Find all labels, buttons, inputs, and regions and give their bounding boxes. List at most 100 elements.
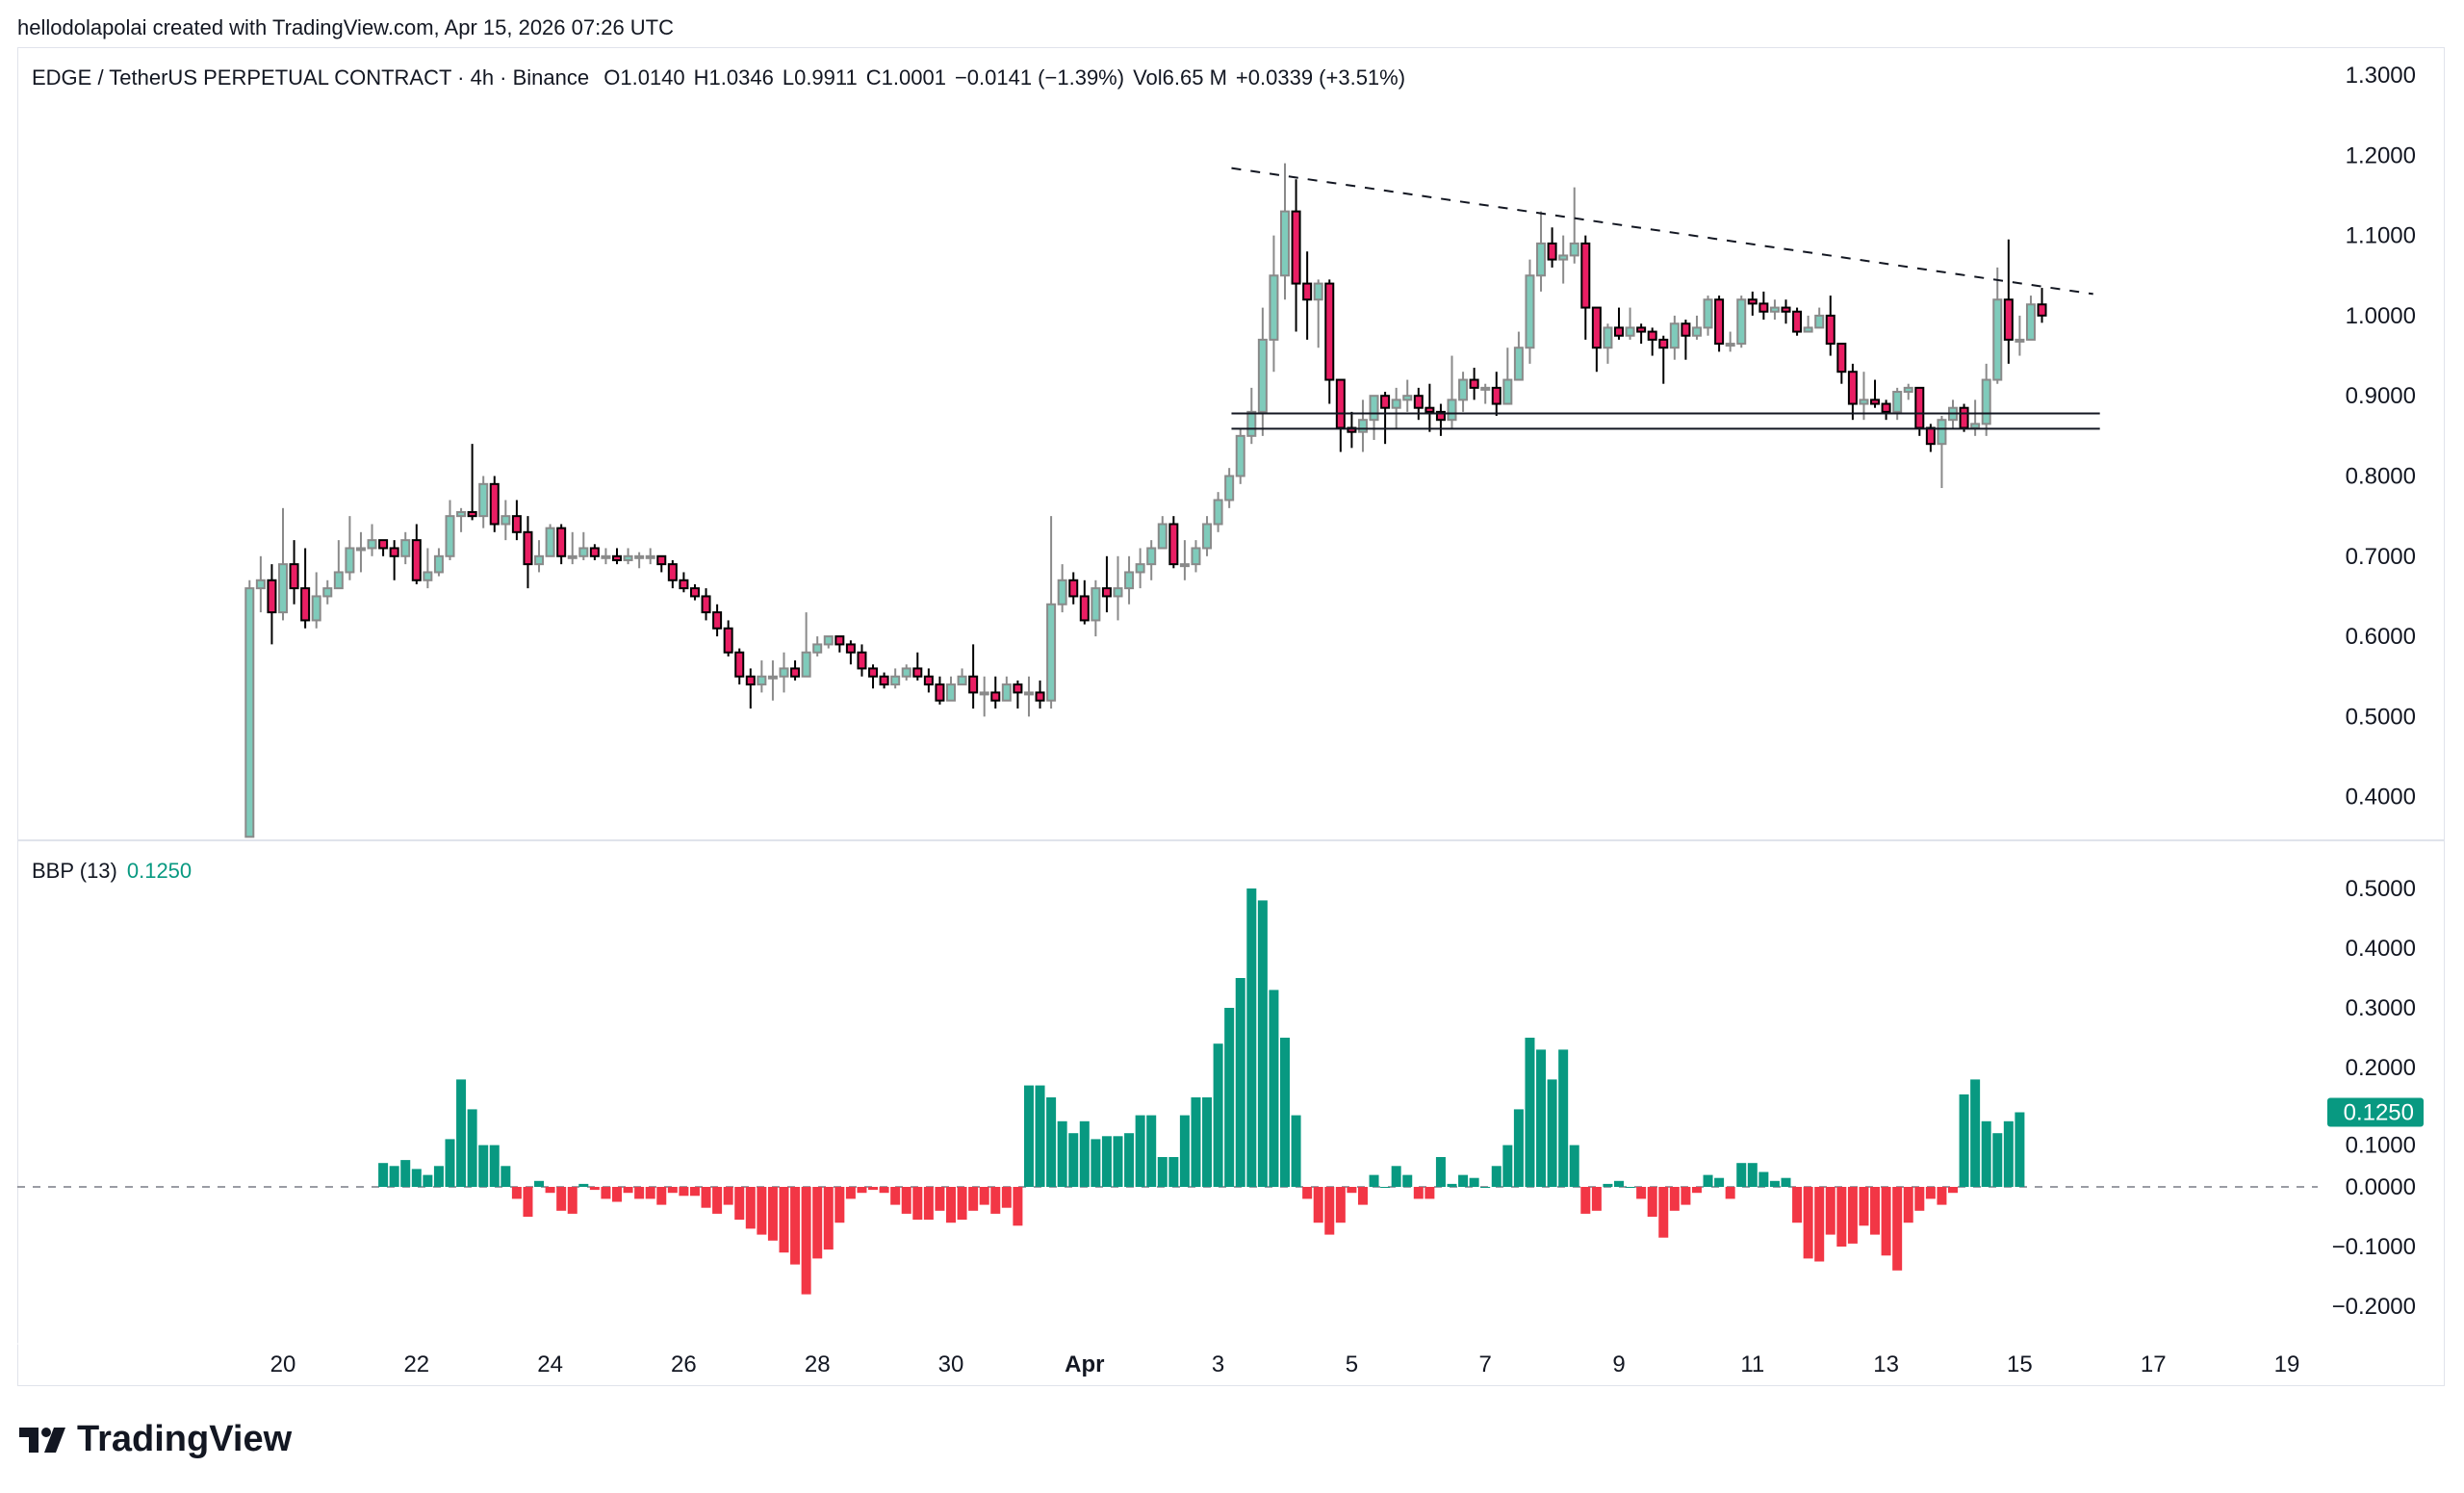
time-tick-label: 22 [403,1351,429,1377]
candle-down [1714,298,1725,346]
candle-up [1280,210,1290,277]
bbp-tick-label: 0.3000 [2346,995,2416,1021]
legend-close: C1.0001 [865,65,946,90]
candle-up [1536,242,1547,277]
time-tick-label: 28 [805,1351,831,1377]
bbp-bar-positive [389,1166,399,1187]
candle-down [389,547,399,557]
candle-down [857,651,867,670]
bbp-bar-positive [1614,1180,1624,1187]
legend-change: −0.0141 (−1.39%) [954,65,1125,90]
candle-down [1068,579,1079,598]
candle-down [1792,310,1803,333]
candle-up [1859,399,1869,405]
candle-up [478,482,489,518]
bbp-bar-positive [378,1163,389,1187]
candle-down [1035,691,1045,702]
candle-down [511,515,522,533]
bbp-bar-negative [1925,1187,1936,1199]
time-axis[interactable]: 20 22 24 26 28 30 Apr 3 5 7 9 11 13 15 17 19 [270,1351,2300,1377]
candle-down [912,667,923,678]
tradingview-logo[interactable]: TradingView [19,1419,292,1460]
candle-up [1157,523,1168,550]
indicator-legend[interactable]: BBP (13) 0.1250 [32,859,192,884]
bbp-bar-negative [1347,1187,1357,1194]
bbp-bar-positive [489,1145,500,1187]
bbp-bar-positive [1023,1085,1034,1187]
bbp-bar-positive [1246,888,1257,1187]
bbp-bar-positive [1202,1097,1213,1187]
price-axis[interactable]: 1.3000 1.2000 1.1000 1.0000 0.9000 0.8000 0.70… [2346,63,2416,811]
symbol-title[interactable]: EDGE / TetherUS PERPETUAL CONTRACT · 4h … [32,65,590,90]
bbp-bar-negative [1792,1187,1803,1223]
candle-down [1681,322,1691,337]
indicator-name: BBP (13) [32,859,117,883]
bbp-bar-positive [1513,1109,1524,1187]
time-tick-label: 19 [2274,1351,2300,1377]
candle-up [979,691,989,696]
candle-up [2015,338,2025,343]
candle-down [1101,587,1112,598]
bbp-bar-negative [556,1187,567,1211]
bbp-bar-negative [645,1187,655,1199]
bbp-bar-negative [1335,1187,1346,1223]
bbp-bar-negative [523,1187,533,1217]
price-tick-label: 1.3000 [2346,63,2416,89]
candle-up [1736,298,1747,346]
bbp-bar-negative [823,1187,834,1250]
bbp-bar-positive [1480,1187,1491,1188]
candle-down [1469,378,1479,389]
candle-up [278,563,288,614]
candle-down [1547,242,1557,261]
bbp-bar-negative [1591,1187,1602,1211]
candle-down [868,667,879,678]
bbp-bar-positive [1391,1166,1401,1187]
bbp-bar-positive [445,1139,455,1187]
bbp-bar-positive [1758,1171,1769,1187]
bbp-bar-negative [689,1187,700,1197]
candle-up [322,587,333,598]
candle-up [1691,326,1702,337]
price-tick-label: 1.0000 [2346,303,2416,329]
candle-down [1636,326,1647,333]
bbp-bar-negative [1669,1187,1680,1211]
candle-down [1013,683,1023,694]
bbp-bar-negative [1658,1187,1669,1238]
bbp-bar-negative [1870,1187,1881,1235]
bbp-bar-negative [845,1187,856,1199]
bbp-bar-positive [1992,1133,2003,1187]
candle-up [1202,523,1213,550]
bbp-bar-positive [1079,1120,1090,1187]
candle-up [1603,326,1613,349]
bbp-bar-negative [745,1187,756,1229]
bbp-bar-positive [1435,1157,1446,1187]
bbp-bar-negative [812,1187,823,1259]
bbp-bar-positive [1525,1038,1535,1187]
candle-up [445,515,455,557]
candle-down [712,611,723,630]
candle-up [1257,338,1268,413]
bbp-tick-label: −0.1000 [2332,1234,2416,1260]
bbp-bar-negative [1013,1187,1023,1226]
bbp-tick-label: 0.1000 [2346,1133,2416,1159]
candle-down [1168,523,1179,566]
candle-down [1435,410,1446,422]
candle-down [1380,395,1391,409]
bbp-bar-positive [1291,1115,1301,1187]
candle-up [946,683,956,702]
bbp-bar-positive [1257,900,1268,1187]
bbp-bar-negative [612,1187,622,1202]
logo-text: TradingView [77,1419,293,1459]
bbp-bar-positive [1769,1180,1780,1187]
candle-down [923,675,934,686]
candle-down [935,683,945,702]
bbp-bar-positive [1046,1097,1057,1187]
bbp-last-value-badge: 0.1250 [2327,1097,2424,1127]
bbp-bar-negative [1001,1187,1012,1208]
price-tick-label: 0.5000 [2346,704,2416,730]
drawings[interactable] [1231,167,2100,430]
bbp-bar-negative [656,1187,667,1205]
candle-down [1413,395,1424,409]
candle-down [845,643,856,654]
